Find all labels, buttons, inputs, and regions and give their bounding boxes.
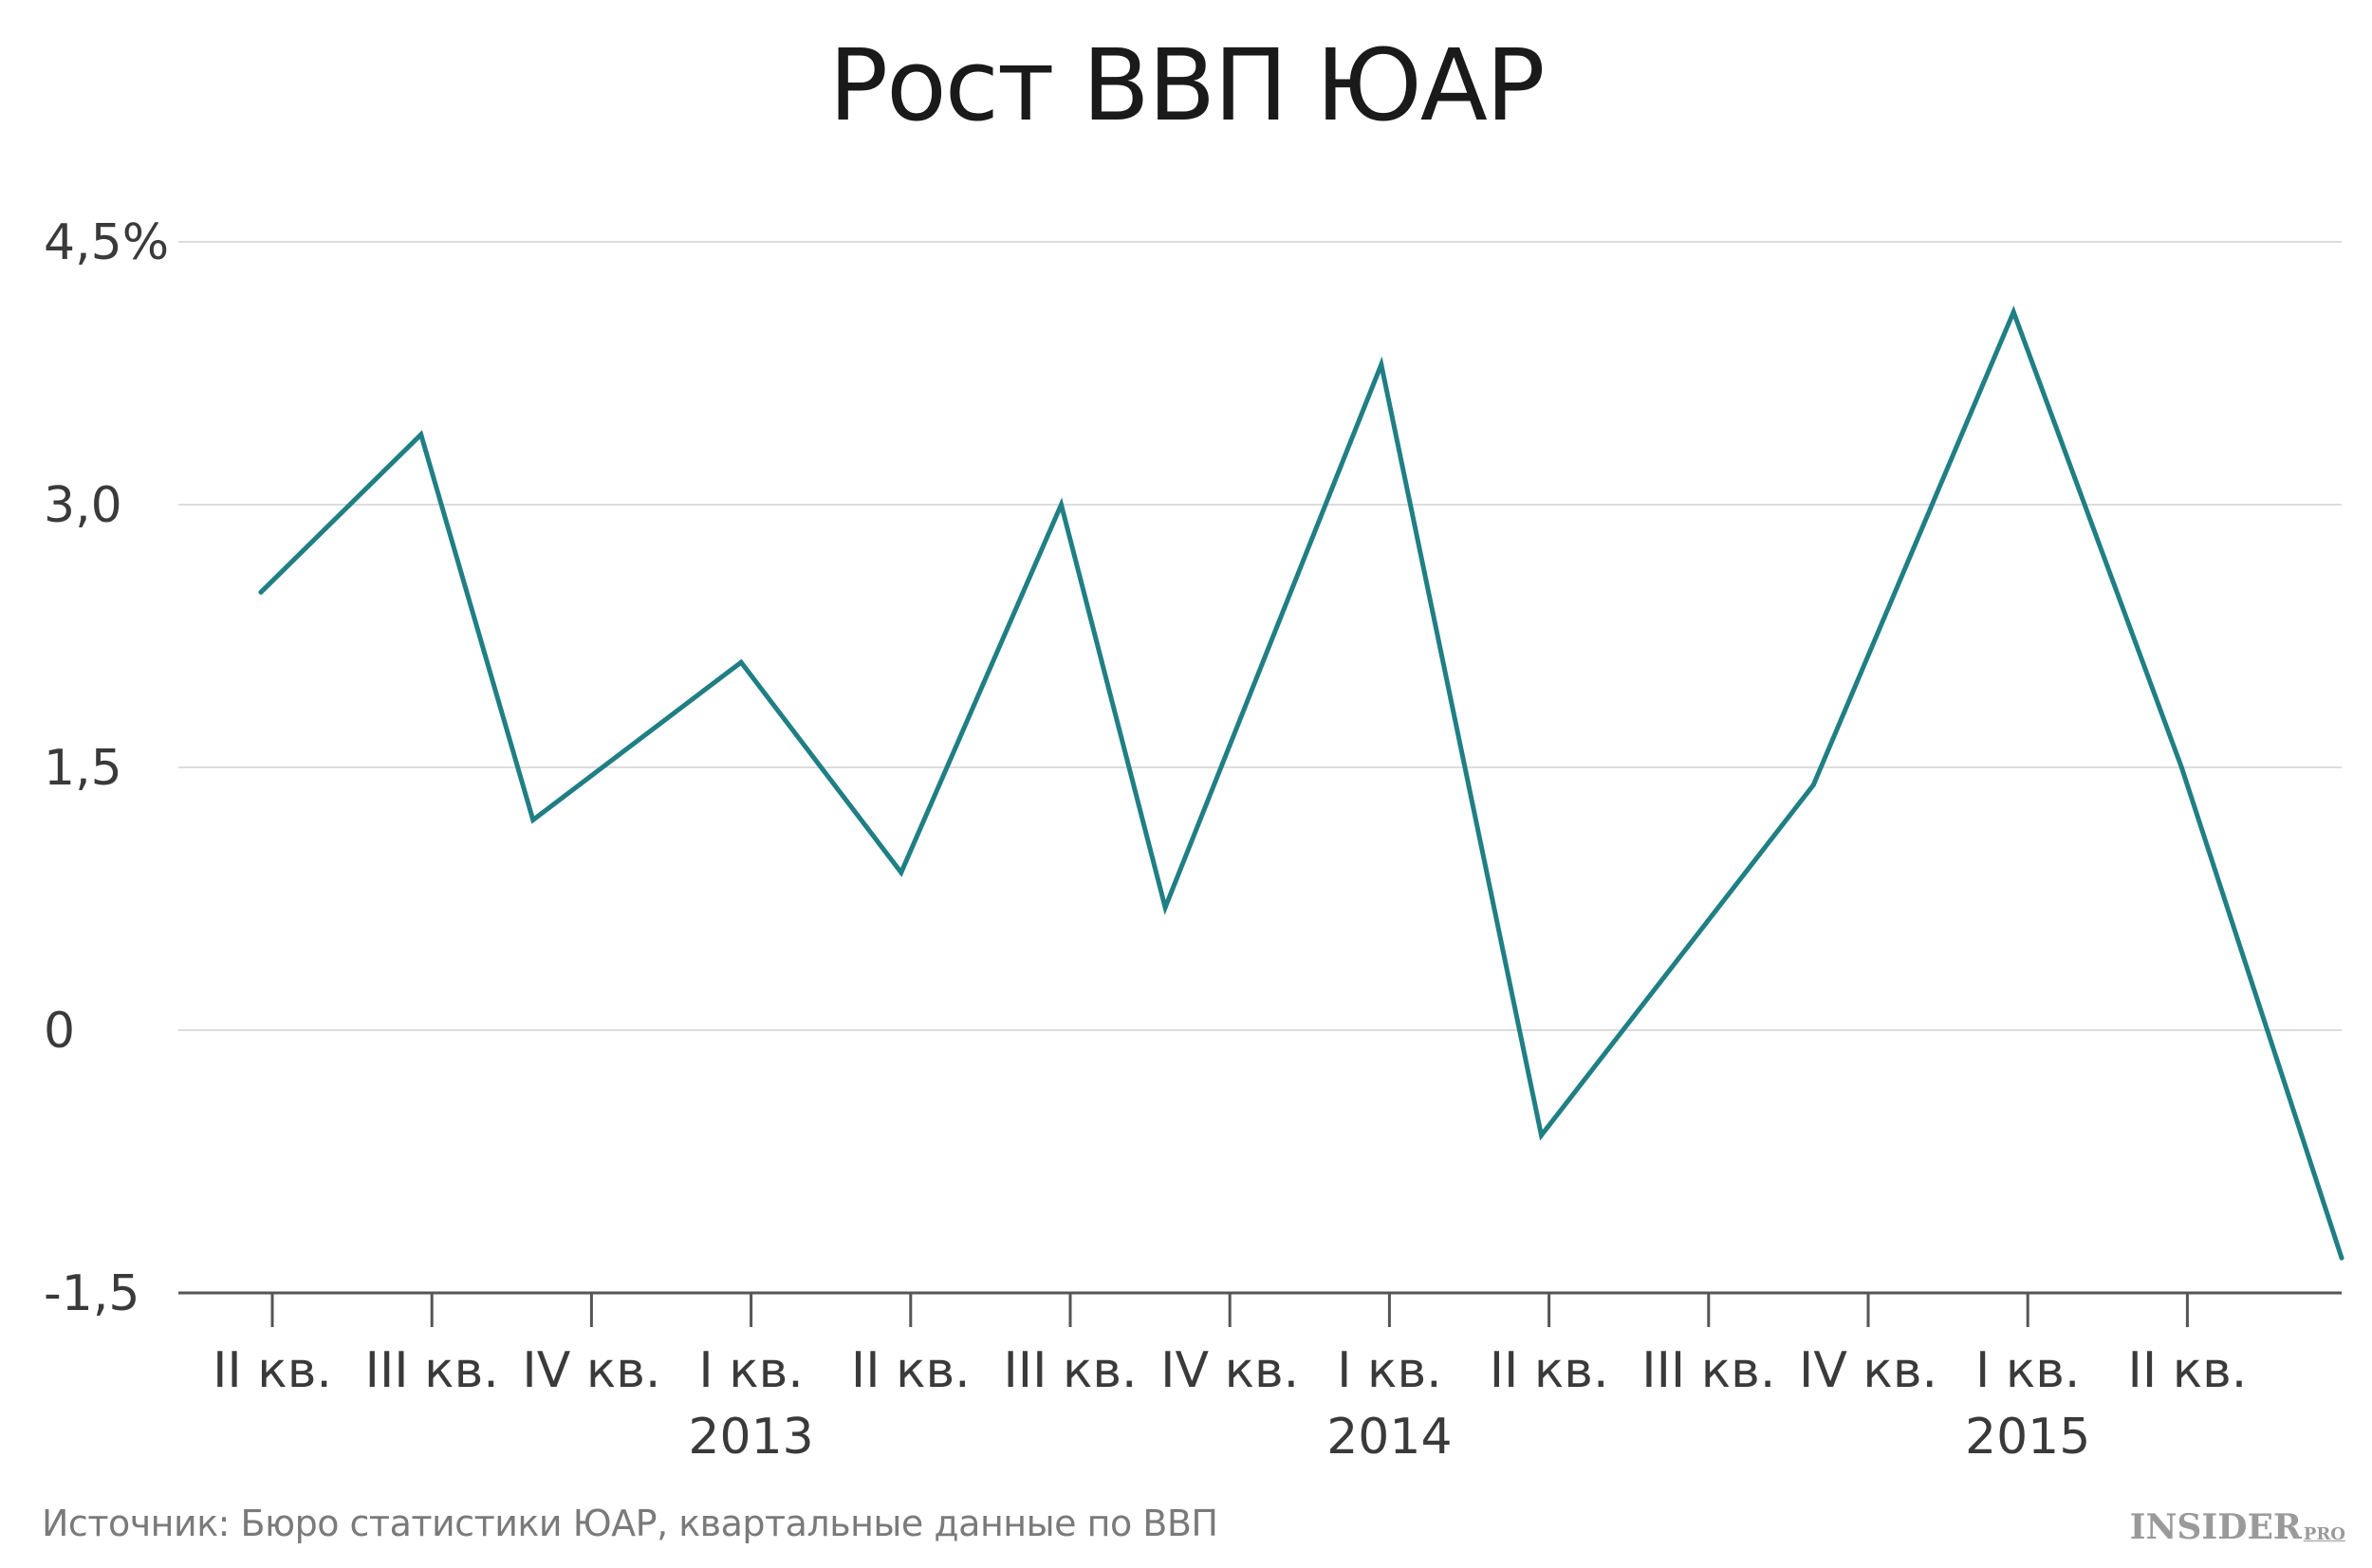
x-tick-label: I кв. [698, 1342, 803, 1399]
data-point [1379, 361, 1384, 367]
x-tick-label: III кв. [365, 1342, 499, 1399]
x-tick-label: II кв. [2128, 1342, 2248, 1399]
x-axis: II кв. III кв. IV кв. I кв. II кв. III кв. IV … [178, 1291, 2342, 1466]
data-point [418, 432, 424, 437]
year-label: 2015 [1965, 1409, 2090, 1466]
series-line [258, 305, 2344, 1261]
y-tick-label: -1,5 [44, 1265, 139, 1322]
y-tick-label: 1,5 [44, 740, 122, 797]
data-point [1162, 905, 1168, 911]
data-point [2178, 765, 2184, 770]
data-point [2011, 309, 2016, 315]
chart-title: Рост ВВП ЮАР [828, 28, 1545, 143]
year-label: 2014 [1326, 1409, 1452, 1466]
y-tick-label: 0 [44, 1003, 75, 1060]
x-tick-label: IV кв. [1799, 1342, 1937, 1399]
y-tick-label: 3,0 [44, 477, 122, 534]
x-tick-label: II кв. [213, 1342, 332, 1399]
x-tick-label: II кв. [1490, 1342, 1609, 1399]
y-axis-labels: 4,5% 3,0 1,5 0 -1,5 [44, 214, 169, 1322]
x-tick-label: III кв. [1003, 1342, 1137, 1399]
data-point [899, 870, 904, 876]
data-point [1810, 782, 1816, 787]
brand-suffix: PRO [2303, 1524, 2345, 1544]
data-point [530, 817, 536, 822]
brand-logo: INSIDER PRO [2130, 1499, 2345, 1556]
source-note: Источник: Бюро статистики ЮАР, квартальн… [42, 1503, 1218, 1544]
data-point [738, 659, 744, 665]
x-tick-label: III кв. [1641, 1342, 1775, 1399]
brand-name: INSIDER [2129, 1507, 2302, 1547]
x-tick-label: IV кв. [522, 1342, 660, 1399]
data-point [1058, 502, 1064, 507]
year-label: 2013 [688, 1409, 813, 1466]
x-tick-label: IV кв. [1160, 1342, 1299, 1399]
x-tick-label: I кв. [1975, 1342, 2080, 1399]
gridlines [178, 241, 2342, 1031]
data-point [1539, 1133, 1545, 1138]
x-tick-label: I кв. [1337, 1342, 1441, 1399]
data-point [2339, 1255, 2344, 1261]
x-tick-label: II кв. [851, 1342, 971, 1399]
series-layer [258, 305, 2344, 1261]
y-tick-label: 4,5% [44, 214, 169, 271]
data-point [258, 589, 264, 595]
